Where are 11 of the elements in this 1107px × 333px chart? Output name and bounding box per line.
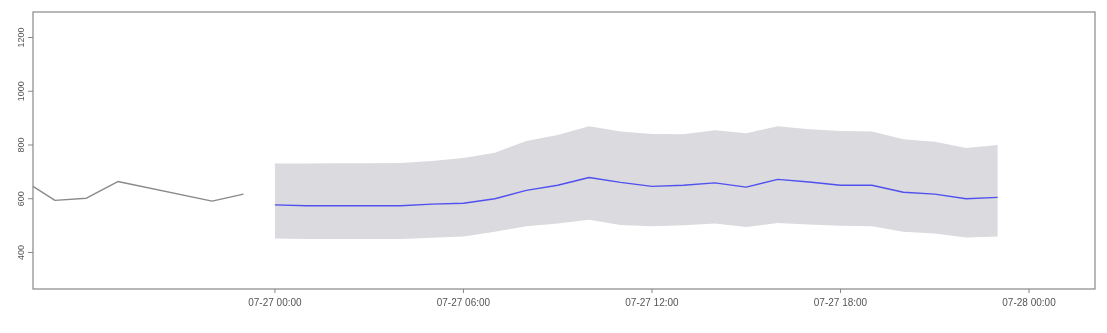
y-tick-label: 1000 (16, 81, 26, 102)
x-tick-label: 07-27 00:00 (248, 297, 303, 308)
line-series (274, 176, 999, 207)
x-tick-label: 07-27 06:00 (436, 297, 491, 308)
y-tick-label: 400 (16, 244, 26, 260)
x-tick-label: 07-27 12:00 (625, 297, 680, 308)
y-tick-label: 800 (16, 137, 26, 153)
y-tick-label: 600 (16, 191, 26, 207)
x-tick-label: 07-28 00:00 (1002, 297, 1057, 308)
x-tick-label: 07-27 18:00 (813, 297, 868, 308)
y-tick-label: 1200 (16, 27, 26, 48)
